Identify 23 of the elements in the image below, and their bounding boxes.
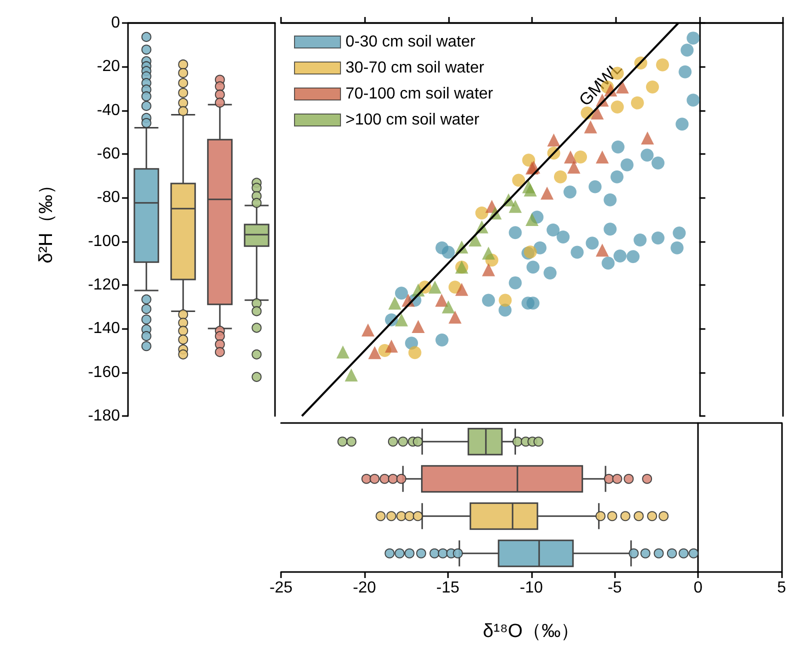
- x-tick-label: 5: [777, 580, 786, 596]
- x-tick-label: -10: [520, 580, 543, 596]
- y-tick-label: -160: [88, 364, 120, 381]
- x-tick-label: 0: [694, 580, 703, 596]
- legend-label: 70-100 cm soil water: [346, 86, 494, 102]
- y-tick-label: -60: [96, 146, 120, 162]
- legend-label: >100 cm soil water: [346, 112, 480, 128]
- y-tick-label: 0: [111, 14, 120, 32]
- x-tick-label: -5: [608, 580, 622, 596]
- y-tick-label: -100: [88, 232, 120, 250]
- x-tick-label: -20: [352, 580, 376, 596]
- x-axis-title: δ¹⁸O（‰）: [482, 621, 580, 642]
- y-tick-label: -20: [96, 58, 120, 76]
- y-axis-title: δ²H（‰）: [36, 176, 57, 264]
- x-tick-label: -25: [269, 580, 293, 596]
- legend-label: 30-70 cm soil water: [346, 60, 485, 76]
- y-tick-label: -80: [96, 189, 120, 206]
- y-tick-label: -180: [88, 408, 120, 424]
- y-tick-label: -140: [88, 320, 120, 338]
- x-tick-label: -15: [436, 580, 460, 596]
- y-tick-label: -40: [96, 102, 120, 119]
- y-tick-label: -120: [88, 276, 120, 294]
- legend-label: 0-30 cm soil water: [346, 34, 476, 50]
